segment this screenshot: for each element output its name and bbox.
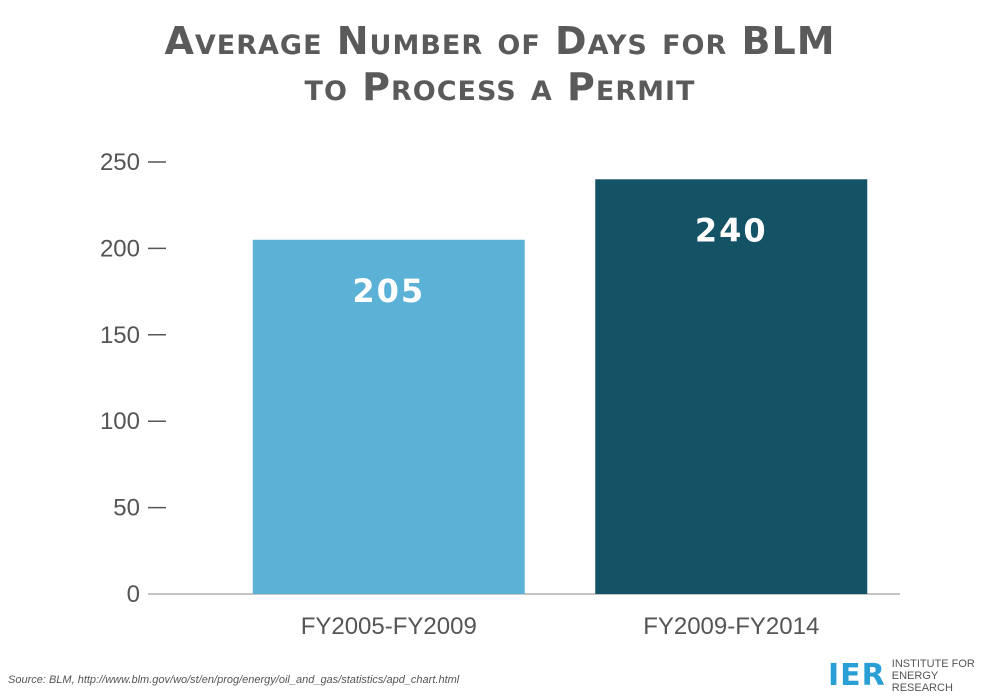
y-tick-label: 200: [100, 235, 140, 262]
chart-title: Average Number of Days for BLM to Proces…: [0, 18, 1000, 110]
y-tick-label: 0: [127, 581, 140, 608]
source-note: Source: BLM, http://www.blm.gov/wo/st/en…: [8, 674, 460, 686]
bar-value-label: 240: [695, 211, 768, 249]
x-tick-label: FY2005-FY2009: [301, 613, 477, 640]
x-tick-label: FY2009-FY2014: [643, 613, 819, 640]
bar: [252, 239, 525, 594]
y-tick-label: 50: [113, 495, 140, 522]
logo-text-line-2: Energy Research: [891, 670, 953, 694]
y-tick-label: 150: [100, 322, 140, 349]
logo-text: Institute for Energy Research: [892, 658, 1000, 694]
chart-title-line-1: Average Number of Days for BLM: [164, 19, 836, 63]
bar-value-label: 205: [352, 272, 425, 310]
logo-mark: IER: [828, 658, 886, 693]
logo-text-line-1: Institute for: [891, 658, 975, 670]
bar-chart: 0 50 100 150 200 250 205 FY2005-FY2009 240 FY2009…: [100, 149, 900, 640]
bar: [595, 179, 868, 594]
ier-logo: IER Institute for Energy Research: [828, 658, 1000, 694]
y-tick-label: 100: [100, 408, 140, 435]
y-tick-label: 250: [100, 149, 140, 176]
chart-title-line-2: to Process a Permit: [304, 65, 696, 109]
